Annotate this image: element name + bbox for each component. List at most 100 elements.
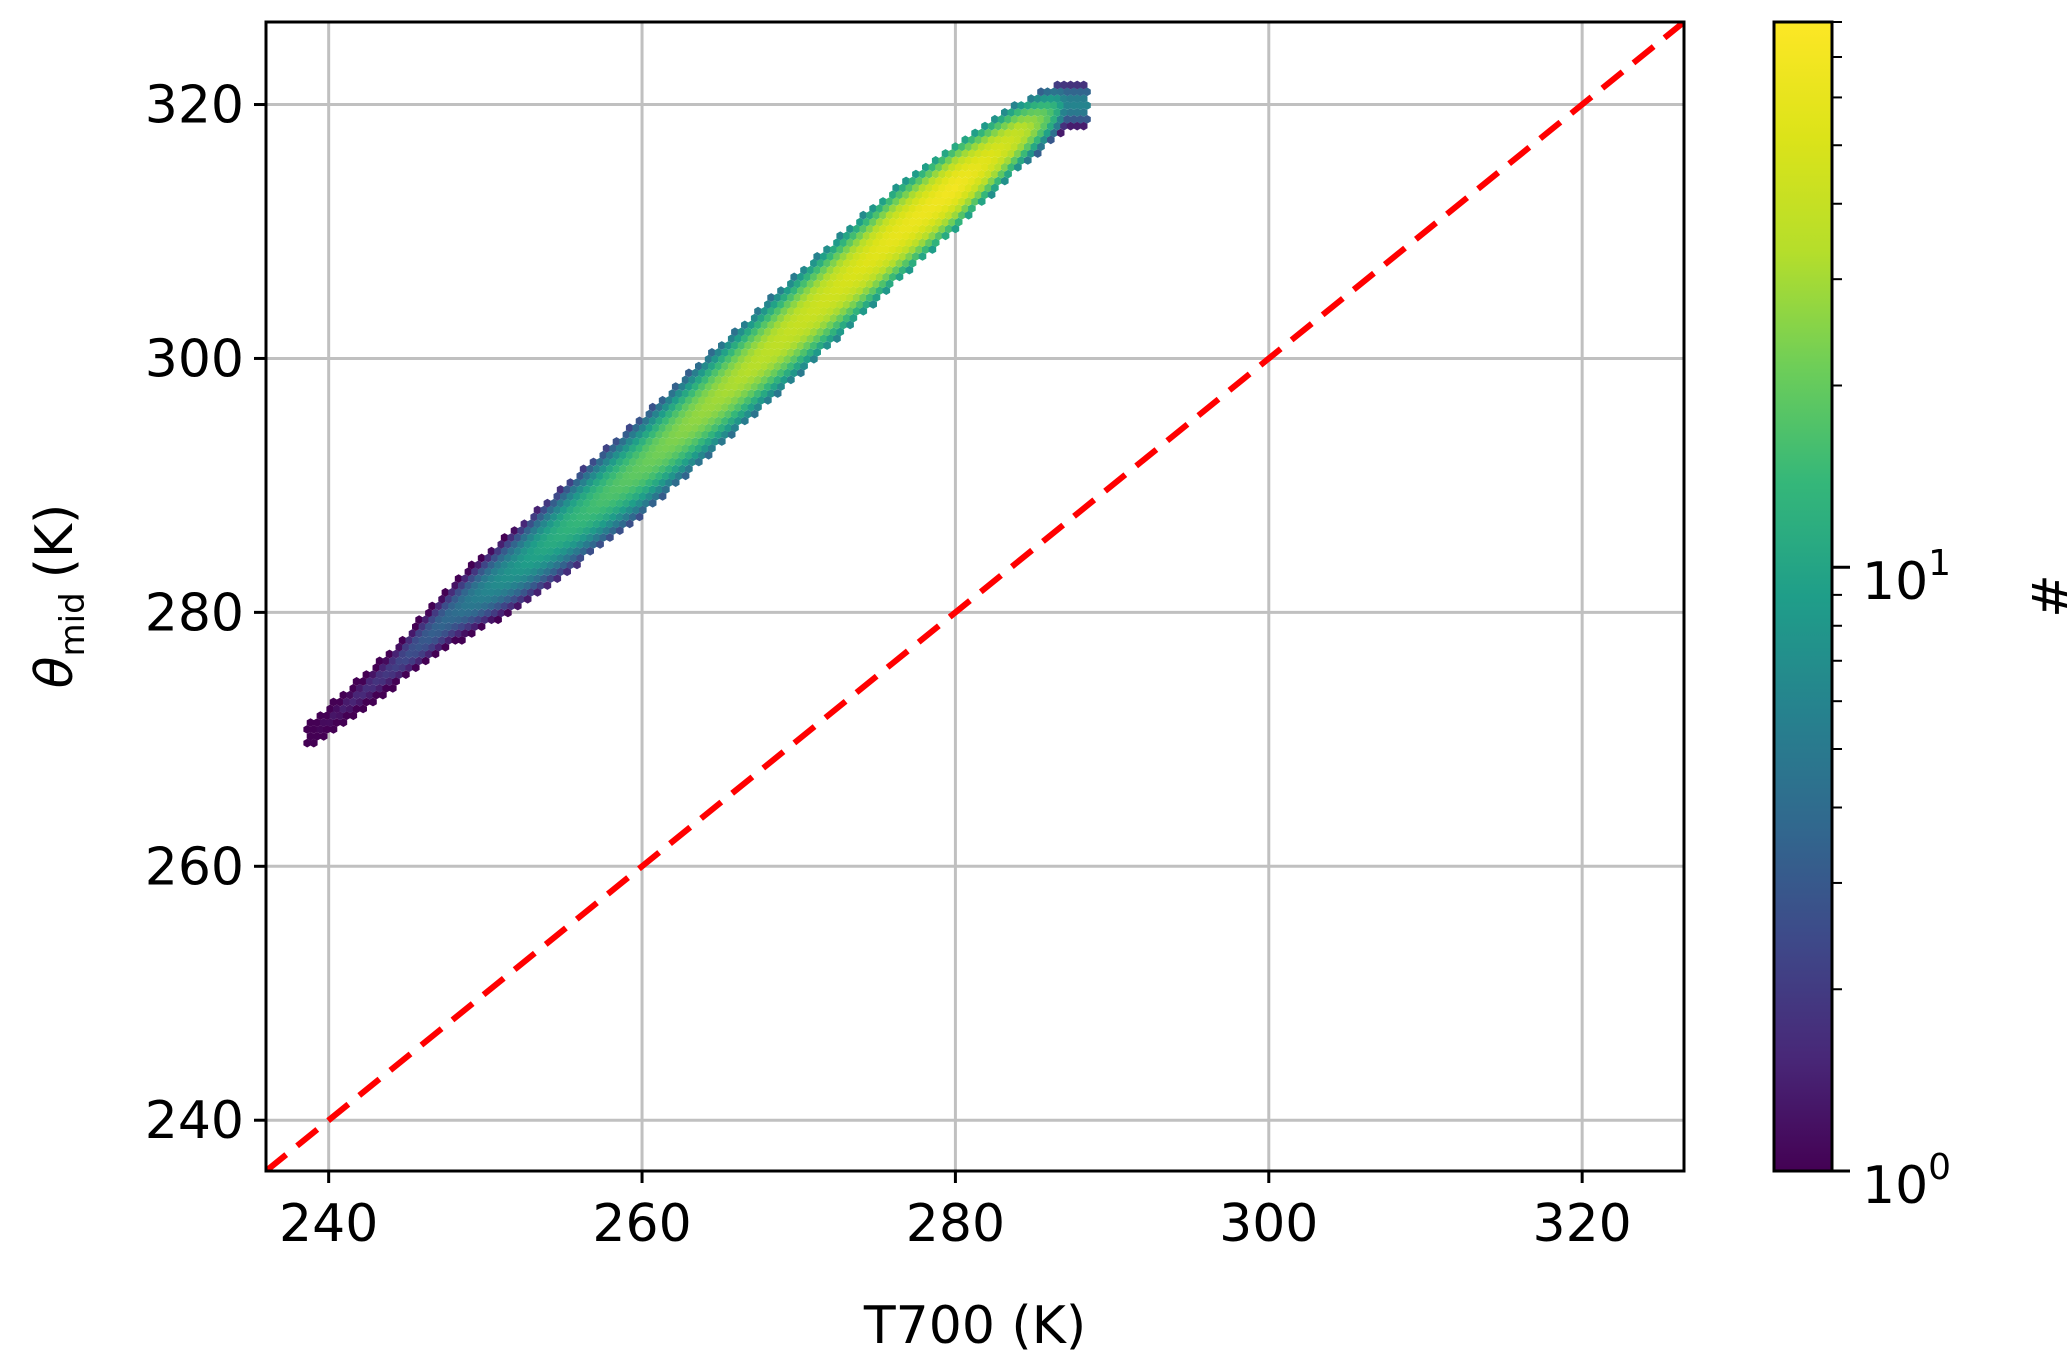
hexbin-cell [1056,101,1065,110]
hexbin-cell [688,389,696,398]
hexbin-cell [1066,80,1075,90]
hexbin-cell [912,252,920,261]
hexbin-cell [783,300,792,309]
hexbin-cell [504,553,512,563]
hexbin-cell [500,587,509,597]
hexbin-cell [823,258,831,268]
hexbin-cell [1014,149,1022,158]
hexbin-cell [1060,80,1068,90]
hexbin-cell [648,457,657,467]
hexbin-cell [724,409,733,419]
hexbin-cell [346,704,354,714]
hexbin-cell [777,286,785,295]
hexbin-cell [935,176,943,186]
hexbin-cell [1070,87,1078,97]
hexbin-cell [510,526,519,535]
hexbin-cell [461,574,469,583]
hexbin-cell [622,498,631,508]
hexbin-cell [579,478,588,487]
hexbin-cell [352,704,361,714]
hexbin-cell [464,608,473,618]
hexbin-cell [586,505,594,515]
hexbin-cell [691,450,700,460]
hexbin-cell [369,683,377,693]
hexbin-cell [668,471,677,481]
hexbin-cell [918,210,927,220]
hexbin-cell [1014,121,1022,131]
hexbin-cell [652,437,660,446]
hexbin-cell [622,512,631,522]
hexbin-cell [843,313,851,323]
hexbin-cell [892,252,900,261]
hexbin-cell [915,204,923,213]
hexbin-cell [797,272,805,282]
hexbin-cell [1073,94,1081,104]
hexbin-cell [461,615,469,625]
hexbin-cell [816,313,825,323]
hexbin-cell [576,512,585,522]
hexbin-cell [622,485,631,494]
hexbin-cell [514,574,522,583]
hexbin-cell [754,348,762,357]
hexbin-cell [359,677,367,686]
hexbin-cell [342,697,351,707]
hexbin-cell [481,587,489,597]
hexbin-cell [681,402,690,412]
hexbin-cell [905,224,914,234]
hexbin-cell [783,341,792,350]
hexbin-cell [675,430,683,439]
hexbin-cell [941,176,950,186]
hexbin-cell [806,348,815,357]
hexbin-cell [1056,114,1065,124]
hexbin-cell [767,348,775,357]
hexbin-cell [451,594,460,604]
hexbin-cell [820,334,828,343]
hexbin-cell [369,670,377,679]
hexbin-cell [530,581,539,590]
hexbin-cell [632,491,641,501]
hexbin-cell [612,505,621,515]
hexbin-cell [652,464,660,474]
hexbin-cell [645,478,654,487]
hexbin-cell [678,450,687,460]
hexbin-cell [875,217,884,227]
hexbin-cell [1083,101,1091,110]
hexbin-cell [731,327,739,337]
hexbin-cell [1040,135,1049,145]
hexbin-cell [563,485,571,494]
hexbin-cell [1050,87,1058,97]
hexbin-cell [652,491,660,501]
hexbin-cell [839,279,848,289]
hexbin-cell [639,478,647,487]
hexbin-cell [379,690,387,700]
hexbin-cell [1007,162,1016,172]
hexbin-cell [737,409,746,419]
hexbin-cell [773,334,782,343]
hexbin-cell [691,409,700,419]
hexbin-cell [1076,114,1085,124]
hexbin-cell [711,382,719,391]
hexbin-cell [925,210,933,220]
hexbin-cell [698,395,706,405]
hexbin-cell [602,457,611,467]
hexbin-cell [800,306,808,316]
hexbin-cell [589,485,598,494]
hexbin-cell [866,265,874,275]
hexbin-cell [1020,135,1029,145]
hexbin-cell [671,395,680,405]
hexbin-cell [797,327,805,337]
hexbin-cell [754,389,762,398]
hexbin-cell [747,334,756,343]
hexbin-cell [622,443,631,453]
hexbin-cell [593,478,601,487]
hexbin-cell [964,142,973,152]
x-tick-label: 300 [1219,1194,1318,1254]
hexbin-cell [836,245,845,254]
hexbin-cell [951,142,960,152]
hexbin-cell [609,485,617,494]
hexbin-cell [589,512,598,522]
hexbin-cell [596,526,604,535]
hexbin-cell [658,491,667,501]
hexbin-cell [1024,128,1032,138]
hexbin-cell [1027,149,1035,158]
